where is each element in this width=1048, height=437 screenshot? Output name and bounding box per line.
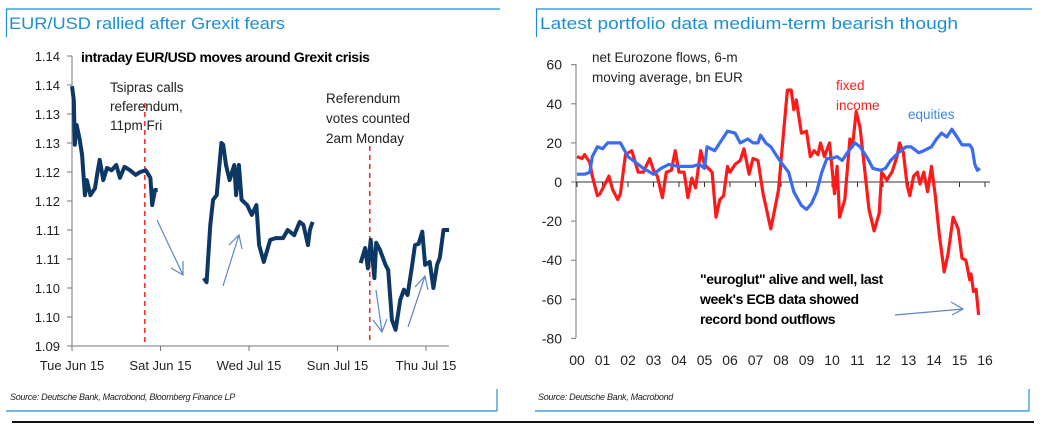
right-chart-subtitle: net Eurozone flows, 6-m moving average, … [592,50,743,85]
marker-1-label-line: referendum, [110,99,183,114]
y-tick-label: 1.13 [35,107,60,122]
left-source: Source: Deutsche Bank, Macrobond, Bloomb… [10,392,235,402]
down-arrow-icon [156,219,184,277]
y-tick-label: 60 [546,57,562,73]
left-panel-frame [5,8,500,412]
right-panel-frame [535,8,1032,412]
x-tick-label: 00 [569,352,585,368]
marker-2-label-line: votes counted [326,111,410,126]
y-tick-label: 1.12 [35,165,60,180]
subtitle-line: net Eurozone flows, 6-m [592,50,738,65]
marker-2-label-line: Referendum [326,91,400,106]
y-tick-label: 1.13 [35,136,60,151]
marker-1-label-line: 11pm Fri [110,118,162,133]
down-arrow-icon [372,289,388,334]
fixed-income-series-line [576,88,981,316]
y-tick-label: 20 [546,135,562,151]
x-tick-label: Sat Jun 15 [129,358,191,373]
equities-series-line [577,127,981,211]
right-source: Source: Deutsche Bank, Macrobond [538,392,674,402]
x-tick-label: 07 [748,352,764,368]
fixed-income-label: fixed income [836,78,880,113]
x-tick-label: 09 [799,352,815,368]
left-chart-subtitle: intraday EUR/USD moves around Grexit cri… [81,49,370,65]
x-tick-label: Tue Jun 15 [40,358,105,373]
y-tick-label: 1.11 [36,223,60,238]
annotation-line: record bond outflows [700,311,836,327]
annotation-line: "euroglut" alive and well, last [700,271,884,287]
trend-arrows [156,219,429,334]
y-tick-label: 1.14 [35,49,60,64]
fixed-income-label-word: income [836,98,880,113]
y-tick-label: -40 [542,252,562,268]
y-tick-label: 1.10 [35,281,60,296]
up-arrow-icon [222,233,243,287]
fixed-income-label-word: fixed [836,78,865,93]
eurusd-series-line [358,228,450,332]
y-tick-label: -60 [542,291,562,307]
y-tick-label: -20 [542,213,562,229]
marker-1-label: Tsipras calls referendum, 11pm Fri [110,80,187,133]
x-tick-label: 14 [926,352,942,368]
x-tick-label: 11 [850,352,865,368]
eurusd-series-line [202,141,315,285]
x-tick-label: 16 [977,352,993,368]
left-chart: 1.09 1.10 1.10 1.11 1.11 1.12 1.12 1.13 1.13 1.14… [35,49,457,373]
x-tick-label: 03 [646,352,662,368]
x-tick-label: 10 [824,352,840,368]
x-tick-label: 15 [952,352,968,368]
right-arrow-icon [894,301,965,316]
marker-2-label: Referendum votes counted 2am Monday [326,91,414,146]
x-tick-label: Sun Jul 15 [307,358,368,373]
y-tick-label: -80 [542,330,562,346]
right-chart-title: Latest portfolio data medium-term bearis… [540,14,958,33]
y-tick-label: 1.12 [35,194,60,209]
subtitle-line: moving average, bn EUR [592,70,743,85]
right-chart: 60 40 20 0 -20 -40 -60 -80 00 01 02 03 04 05 06 07 08 09… [542,50,993,368]
x-tick-label: Thu Jul 15 [396,358,457,373]
x-tick-label: 06 [722,352,738,368]
y-tick-label: 0 [554,174,562,190]
marker-1-label-line: Tsipras calls [110,80,184,95]
y-tick-label: 1.10 [35,310,60,325]
up-arrow-icon [407,274,429,328]
x-tick-label: 12 [875,352,891,368]
x-tick-label: 02 [620,352,636,368]
y-tick-label: 1.14 [35,78,60,93]
equities-label: equities [908,107,955,122]
x-tick-label: 13 [901,352,917,368]
x-tick-label: Wed Jul 15 [217,358,282,373]
x-tick-label: 08 [773,352,789,368]
marker-2-label-line: 2am Monday [326,131,404,146]
x-tick-label: 01 [595,352,611,368]
x-tick-label: 05 [697,352,713,368]
x-tick-label: 04 [671,352,687,368]
annotation-line: week's ECB data showed [699,291,859,307]
eurusd-series-line [70,85,158,208]
y-tick-label: 40 [546,96,562,112]
left-chart-title: EUR/USD rallied after Grexit fears [9,14,285,33]
y-tick-label: 1.11 [36,252,60,267]
y-tick-label: 1.09 [35,339,60,354]
euroglut-annotation: "euroglut" alive and well, last week's E… [699,271,886,327]
